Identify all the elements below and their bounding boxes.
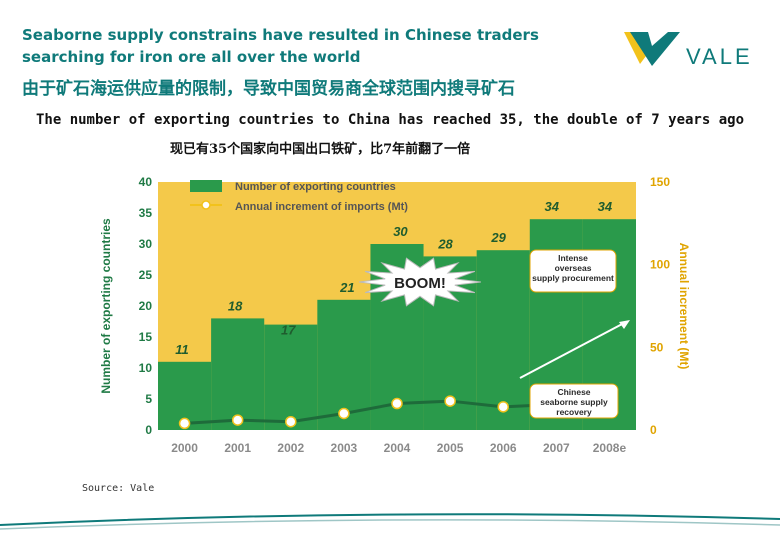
y-tick-label: 40 xyxy=(139,175,153,189)
bar-value-label: 34 xyxy=(598,199,613,214)
y-tick-label: 25 xyxy=(139,268,153,282)
vale-logo: VALE xyxy=(624,32,752,69)
y-tick-label: 35 xyxy=(139,206,153,220)
bar-value-label: 30 xyxy=(393,224,408,239)
bar-value-label: 11 xyxy=(175,342,189,357)
y2-tick-label: 50 xyxy=(650,340,664,354)
x-tick-label: 2000 xyxy=(171,441,198,455)
boom-label: BOOM! xyxy=(394,275,446,292)
bar-value-label: 17 xyxy=(281,323,296,338)
recovery-text: seaborne supply xyxy=(540,397,608,407)
bar-value-label: 28 xyxy=(437,236,453,251)
bar xyxy=(211,318,265,430)
bar-value-label: 18 xyxy=(228,298,243,313)
source-note: Source: Vale xyxy=(82,483,155,494)
logo-mark-teal xyxy=(630,32,680,66)
increment-point xyxy=(178,417,191,430)
x-tick-label: 2007 xyxy=(543,441,570,455)
procurement-text: supply procurement xyxy=(532,273,614,283)
bar-value-label: 34 xyxy=(545,199,560,214)
x-tick-label: 2005 xyxy=(437,441,464,455)
y2-tick-label: 0 xyxy=(650,423,657,437)
increment-point xyxy=(285,415,297,428)
recovery-text: Chinese xyxy=(557,387,590,397)
logo-mark-yellow xyxy=(624,32,646,64)
page-title-chinese: 由于矿石海运供应量的限制，导致中国贸易商全球范围内搜寻矿石 xyxy=(22,79,515,99)
y2-axis-title: Annual increment (Mt) xyxy=(677,243,691,370)
increment-point xyxy=(231,414,244,426)
y-tick-label: 30 xyxy=(139,237,153,251)
y2-tick-label: 100 xyxy=(650,258,670,272)
y2-tick-label: 150 xyxy=(650,175,670,189)
procurement-text: overseas xyxy=(555,263,592,273)
legend-label-line: Annual increment of imports (Mt) xyxy=(235,201,408,213)
trend-arrow xyxy=(519,321,627,379)
increment-point xyxy=(391,397,403,410)
x-tick-label: 2008e xyxy=(593,441,627,455)
x-tick-label: 2003 xyxy=(331,441,358,455)
subtitle: The number of exporting countries to Chi… xyxy=(35,112,744,128)
x-tick-label: 2006 xyxy=(490,441,517,455)
y-tick-label: 0 xyxy=(145,423,152,437)
bar-value-label: 29 xyxy=(490,230,506,245)
y-tick-label: 20 xyxy=(139,299,153,313)
recovery-text: recovery xyxy=(556,407,592,417)
increment-point xyxy=(338,407,350,420)
recovery-callout xyxy=(529,383,619,419)
subtitle-chinese: 现已有35个国家向中国出口铁矿，比7年前翻了一倍 xyxy=(170,142,471,157)
increment-point xyxy=(497,401,509,413)
increment-point xyxy=(444,395,456,407)
legend-swatch-bars xyxy=(190,180,222,192)
x-tick-label: 2002 xyxy=(277,441,304,455)
bar xyxy=(264,324,318,430)
x-tick-label: 2001 xyxy=(224,441,251,455)
page-title: Seaborne supply constrains have resulted… xyxy=(22,26,539,66)
procurement-callout xyxy=(529,249,617,293)
y-tick-label: 5 xyxy=(145,392,152,406)
x-tick-label: 2004 xyxy=(384,441,411,455)
bar xyxy=(476,250,530,430)
trend-arrowhead xyxy=(619,320,630,329)
y-tick-label: 15 xyxy=(139,330,153,344)
boom-burst xyxy=(359,257,481,307)
legend-swatch-point xyxy=(201,200,211,210)
logo-text: VALE xyxy=(686,44,752,69)
y-tick-label: 10 xyxy=(139,361,153,375)
bar-value-label: 21 xyxy=(339,280,354,295)
y-axis-title: Number of exporting countries xyxy=(99,218,113,394)
legend-label-bars: Number of exporting countries xyxy=(235,181,396,193)
footer-wave xyxy=(0,513,780,530)
procurement-text: Intense xyxy=(558,253,588,263)
